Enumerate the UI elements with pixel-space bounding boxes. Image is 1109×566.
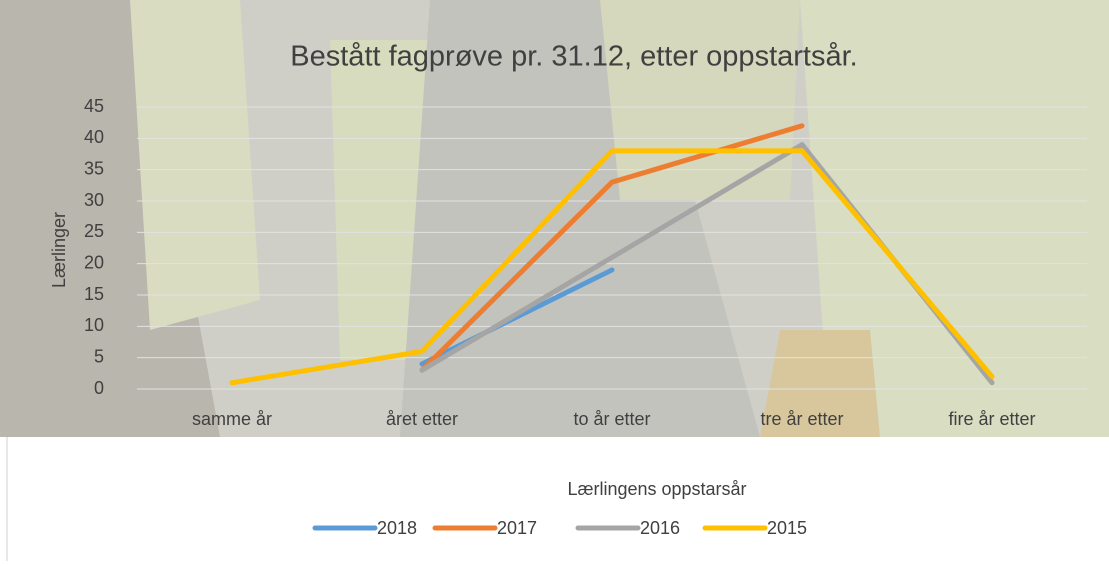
y-tick-label: 5 bbox=[94, 346, 104, 366]
x-tick-label: samme år bbox=[192, 409, 272, 429]
x-tick-label: to år etter bbox=[573, 409, 650, 429]
x-tick-label: tre år etter bbox=[760, 409, 843, 429]
y-tick-label: 40 bbox=[84, 127, 104, 147]
x-axis-title: Lærlingens oppstarsår bbox=[567, 479, 746, 499]
legend-label: 2015 bbox=[767, 518, 807, 538]
y-tick-label: 35 bbox=[84, 158, 104, 178]
series-line bbox=[229, 148, 995, 386]
x-tick-label: fire år etter bbox=[948, 409, 1035, 429]
x-tick-label: året etter bbox=[386, 409, 458, 429]
legend-label: 2017 bbox=[497, 518, 537, 538]
y-tick-label: 45 bbox=[84, 96, 104, 116]
y-tick-label: 30 bbox=[84, 190, 104, 210]
y-tick-label: 10 bbox=[84, 315, 104, 335]
series-line bbox=[419, 123, 805, 373]
chart-title: Bestått fagprøve pr. 31.12, etter oppsta… bbox=[290, 41, 857, 73]
legend-label: 2016 bbox=[640, 518, 680, 538]
y-tick-label: 15 bbox=[84, 284, 104, 304]
y-tick-label: 20 bbox=[84, 252, 104, 272]
series-line bbox=[419, 267, 615, 367]
y-tick-label: 25 bbox=[84, 221, 104, 241]
y-axis-title: Lærlinger bbox=[49, 212, 69, 288]
legend-label: 2018 bbox=[377, 518, 417, 538]
y-tick-label: 0 bbox=[94, 378, 104, 398]
